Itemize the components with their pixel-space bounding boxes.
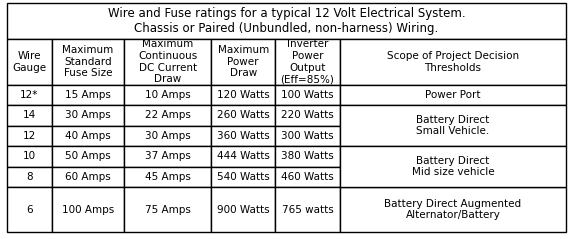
- Bar: [7, 3, 566, 39]
- Bar: [275, 85, 340, 105]
- Text: 10 Amps: 10 Amps: [145, 90, 191, 100]
- Text: 50 Amps: 50 Amps: [65, 151, 111, 161]
- Text: 15 Amps: 15 Amps: [65, 90, 111, 100]
- Text: Wire
Gauge: Wire Gauge: [12, 51, 46, 73]
- Text: 100 Watts: 100 Watts: [281, 90, 334, 100]
- Text: 900 Watts: 900 Watts: [217, 205, 269, 215]
- Bar: [124, 146, 211, 167]
- Text: Battery Direct
Small Vehicle.: Battery Direct Small Vehicle.: [416, 115, 489, 136]
- Bar: [340, 187, 566, 232]
- Text: 30 Amps: 30 Amps: [65, 110, 111, 120]
- Text: 220 Watts: 220 Watts: [281, 110, 334, 120]
- Bar: [52, 85, 124, 105]
- Text: Battery Direct
Mid size vehicle: Battery Direct Mid size vehicle: [411, 156, 494, 177]
- Text: 460 Watts: 460 Watts: [281, 172, 334, 182]
- Text: 260 Watts: 260 Watts: [217, 110, 269, 120]
- Text: 45 Amps: 45 Amps: [145, 172, 191, 182]
- Bar: [124, 105, 211, 125]
- Bar: [211, 105, 275, 125]
- Bar: [340, 105, 566, 146]
- Bar: [275, 105, 340, 125]
- Text: Maximum
Power
Draw: Maximum Power Draw: [218, 45, 269, 78]
- Bar: [52, 167, 124, 187]
- Text: 22 Amps: 22 Amps: [145, 110, 191, 120]
- Bar: [124, 39, 211, 85]
- Text: 10: 10: [23, 151, 36, 161]
- Bar: [275, 125, 340, 146]
- Bar: [52, 146, 124, 167]
- Text: Maximum
Standard
Fuse Size: Maximum Standard Fuse Size: [62, 45, 113, 78]
- Text: 120 Watts: 120 Watts: [217, 90, 269, 100]
- Bar: [340, 85, 566, 105]
- Bar: [52, 125, 124, 146]
- Text: Power Port: Power Port: [425, 90, 481, 100]
- Bar: [275, 146, 340, 167]
- Text: 360 Watts: 360 Watts: [217, 131, 269, 141]
- Bar: [340, 146, 566, 187]
- Text: 380 Watts: 380 Watts: [281, 151, 334, 161]
- Bar: [52, 105, 124, 125]
- Bar: [124, 125, 211, 146]
- Bar: [7, 39, 52, 85]
- Bar: [211, 146, 275, 167]
- Bar: [211, 85, 275, 105]
- Text: 300 Watts: 300 Watts: [281, 131, 334, 141]
- Text: Battery Direct Augmented
Alternator/Battery: Battery Direct Augmented Alternator/Batt…: [384, 199, 521, 220]
- Bar: [275, 167, 340, 187]
- Bar: [7, 85, 52, 105]
- Bar: [124, 187, 211, 232]
- Bar: [124, 167, 211, 187]
- Bar: [7, 146, 52, 167]
- Bar: [7, 167, 52, 187]
- Text: 12*: 12*: [20, 90, 38, 100]
- Bar: [7, 105, 52, 125]
- Text: 765 watts: 765 watts: [281, 205, 333, 215]
- Text: 540 Watts: 540 Watts: [217, 172, 269, 182]
- Bar: [275, 39, 340, 85]
- Text: Maximum
Continuous
DC Current
Draw: Maximum Continuous DC Current Draw: [138, 39, 197, 84]
- Text: 60 Amps: 60 Amps: [65, 172, 111, 182]
- Text: Wire and Fuse ratings for a typical 12 Volt Electrical System.
Chassis or Paired: Wire and Fuse ratings for a typical 12 V…: [108, 7, 465, 35]
- Bar: [52, 39, 124, 85]
- Text: 100 Amps: 100 Amps: [62, 205, 114, 215]
- Text: 6: 6: [26, 205, 33, 215]
- Bar: [211, 39, 275, 85]
- Bar: [7, 125, 52, 146]
- Text: Inverter
Power
Output
(Eff=85%): Inverter Power Output (Eff=85%): [281, 39, 335, 84]
- Bar: [340, 39, 566, 85]
- Text: 14: 14: [22, 110, 36, 120]
- Text: 12: 12: [22, 131, 36, 141]
- Text: 40 Amps: 40 Amps: [65, 131, 111, 141]
- Bar: [7, 187, 52, 232]
- Text: 444 Watts: 444 Watts: [217, 151, 269, 161]
- Text: 37 Amps: 37 Amps: [145, 151, 191, 161]
- Bar: [211, 125, 275, 146]
- Bar: [211, 187, 275, 232]
- Bar: [124, 85, 211, 105]
- Text: 8: 8: [26, 172, 33, 182]
- Text: 30 Amps: 30 Amps: [145, 131, 191, 141]
- Bar: [211, 167, 275, 187]
- Text: 75 Amps: 75 Amps: [145, 205, 191, 215]
- Bar: [275, 187, 340, 232]
- Bar: [52, 187, 124, 232]
- Text: Scope of Project Decision
Thresholds: Scope of Project Decision Thresholds: [387, 51, 519, 73]
